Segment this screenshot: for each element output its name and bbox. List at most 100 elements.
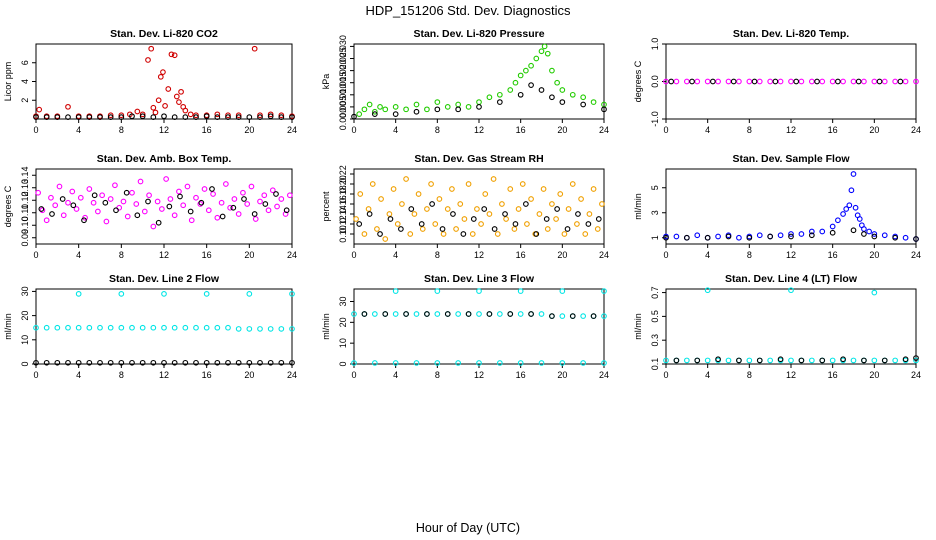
data-point — [881, 232, 888, 239]
x-tick-label: 20 — [869, 250, 879, 260]
x-tick-label: 16 — [516, 250, 526, 260]
data-point — [434, 288, 441, 294]
data-point — [70, 202, 77, 209]
data-point — [97, 324, 103, 331]
data-point — [351, 113, 357, 120]
data-point — [86, 359, 93, 366]
data-point — [129, 113, 135, 120]
data-point — [499, 201, 505, 207]
data-point — [540, 186, 547, 192]
x-tick-label: 20 — [869, 125, 879, 135]
data-point — [168, 51, 175, 58]
data-point — [35, 189, 41, 196]
data-point — [730, 78, 737, 85]
data-point — [507, 186, 514, 192]
data-point — [75, 114, 82, 120]
y-axis-label: ml/min — [633, 313, 643, 340]
data-point — [248, 183, 255, 190]
data-point — [502, 211, 508, 217]
data-point — [231, 196, 238, 202]
data-point — [257, 359, 263, 366]
data-point — [176, 188, 182, 195]
chart-panel-6: Stan. Dev. Sample Flow 0 4 8 12 16 20 24 1 3 5 ml/m… — [633, 153, 921, 260]
data-point — [465, 181, 472, 187]
data-point — [511, 226, 518, 232]
x-tick-label: 4 — [705, 250, 710, 260]
data-point — [536, 211, 543, 217]
data-point — [590, 99, 597, 105]
data-point — [59, 196, 66, 202]
x-tick-label: 4 — [76, 250, 81, 260]
data-point — [198, 199, 205, 206]
data-point — [366, 211, 373, 217]
data-point — [139, 113, 146, 120]
data-point — [715, 233, 721, 240]
data-point — [848, 187, 855, 194]
data-point — [129, 359, 135, 366]
data-point — [476, 288, 482, 294]
data-point — [103, 218, 110, 225]
x-tick-label: 24 — [599, 250, 609, 260]
series-2 — [673, 355, 919, 364]
data-point — [193, 114, 199, 120]
data-point — [278, 112, 285, 119]
x-tick-label: 24 — [911, 370, 921, 380]
y-tick-label: 0.7 — [650, 286, 660, 299]
data-point — [69, 188, 76, 195]
series-2 — [668, 78, 904, 85]
data-point — [167, 196, 174, 202]
data-point — [892, 357, 899, 364]
data-point — [835, 78, 841, 85]
data-point — [150, 324, 157, 331]
data-point — [798, 78, 805, 85]
data-point — [150, 359, 157, 366]
data-point — [371, 111, 378, 118]
data-point — [440, 231, 447, 237]
data-point — [538, 360, 545, 366]
y-tick-label: 0.000 — [338, 108, 348, 131]
data-point — [450, 211, 456, 217]
data-point — [580, 101, 587, 108]
data-point — [235, 211, 242, 217]
data-point — [176, 99, 182, 105]
data-point — [90, 199, 97, 206]
y-tick-label: 0.22 — [338, 165, 348, 183]
y-tick-label: 0.11 — [20, 204, 30, 221]
data-point — [173, 93, 180, 100]
data-point — [278, 359, 285, 366]
data-point — [118, 359, 125, 366]
data-point — [152, 109, 159, 116]
data-point — [444, 311, 451, 317]
data-point — [187, 208, 194, 215]
x-tick-label: 4 — [393, 370, 398, 380]
data-point — [533, 231, 540, 237]
data-point — [861, 78, 867, 85]
data-point — [161, 324, 167, 331]
data-point — [517, 288, 524, 294]
data-point — [157, 73, 164, 80]
data-point — [798, 231, 805, 237]
data-point — [65, 324, 71, 331]
data-point — [704, 78, 711, 85]
data-point — [36, 106, 43, 113]
x-tick-label: 16 — [828, 250, 838, 260]
data-point — [694, 357, 701, 364]
data-point — [533, 55, 540, 62]
data-point — [150, 104, 157, 111]
data-point — [251, 211, 258, 217]
x-tick-label: 24 — [599, 125, 609, 135]
data-point — [403, 311, 409, 317]
data-point — [214, 359, 221, 366]
series-2 — [33, 359, 295, 366]
data-point — [289, 326, 295, 332]
data-point — [512, 79, 519, 86]
chart-panel-3: Stan. Dev. Li-820 Temp. 0 4 8 12 16 20 24 -1.0 0.… — [633, 28, 921, 135]
data-point — [392, 288, 399, 294]
y-tick-label: 0.0 — [650, 75, 660, 88]
data-point — [155, 219, 162, 226]
data-point — [60, 212, 67, 219]
x-tick-label: 24 — [599, 370, 609, 380]
x-tick-label: 0 — [351, 370, 356, 380]
data-point — [261, 192, 268, 199]
y-tick-label: 0.005 — [338, 96, 348, 119]
